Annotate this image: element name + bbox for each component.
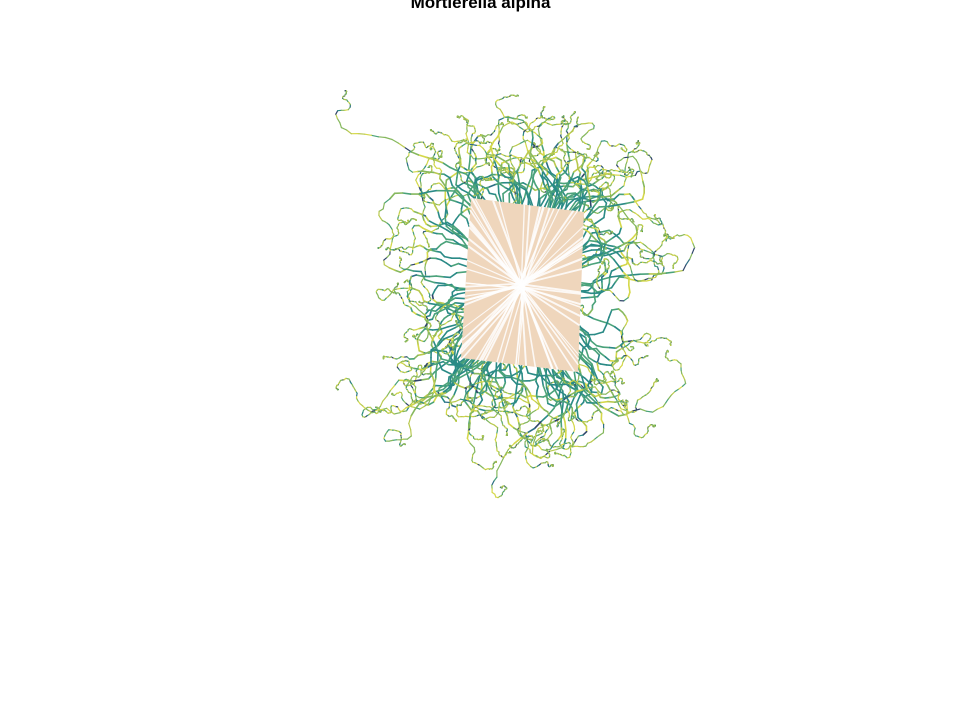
hypha-segment [615, 327, 621, 332]
hypha-segment [550, 450, 557, 452]
hypha-segment [565, 422, 566, 431]
hypha-segment [608, 323, 615, 326]
hypha-segment [593, 319, 601, 322]
hypha-segment [500, 184, 505, 187]
